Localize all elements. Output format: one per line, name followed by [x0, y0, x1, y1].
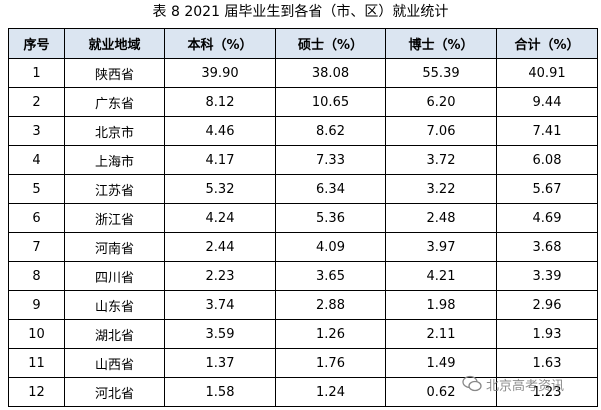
table-cell: 2.48: [385, 203, 497, 233]
table-cell: 3.22: [385, 174, 497, 204]
table-cell: 40.91: [496, 58, 598, 88]
table-cell: 4.46: [164, 116, 276, 146]
table-cell: 3.72: [385, 145, 497, 175]
table-cell: 湖北省: [64, 319, 165, 349]
table-cell: 山东省: [64, 290, 165, 320]
table-cell: 河南省: [64, 232, 165, 262]
table-cell: 北京市: [64, 116, 165, 146]
table-cell: 4.24: [164, 203, 276, 233]
table-cell: 12: [8, 377, 65, 407]
table-cell: 6.20: [385, 87, 497, 117]
table-cell: 3.97: [385, 232, 497, 262]
table-cell: 4: [8, 145, 65, 175]
table-cell: 1: [8, 58, 65, 88]
table-cell: 5: [8, 174, 65, 204]
table-cell: 3: [8, 116, 65, 146]
header-cell: 就业地域: [64, 28, 165, 59]
table-cell: 55.39: [385, 58, 497, 88]
table-row: 2 广东省 8.12 10.65 6.20 9.44: [8, 87, 598, 117]
table-cell: 5.32: [164, 174, 276, 204]
table-cell: 8.12: [164, 87, 276, 117]
table-cell: 3.59: [164, 319, 276, 349]
table-cell: 38.08: [275, 58, 386, 88]
table-cell: 1.24: [275, 377, 386, 407]
table-cell: 4.21: [385, 261, 497, 291]
table-cell: 2: [8, 87, 65, 117]
table-cell: 8.62: [275, 116, 386, 146]
table-row: 4 上海市 4.17 7.33 3.72 6.08: [8, 145, 598, 175]
table-row: 3 北京市 4.46 8.62 7.06 7.41: [8, 116, 598, 146]
header-cell: 博士（%）: [385, 28, 497, 59]
table-title: 表 8 2021 届毕业生到各省（市、区）就业统计: [152, 4, 449, 20]
table-row: 6 浙江省 4.24 5.36 2.48 4.69: [8, 203, 598, 233]
table-cell: 3.68: [496, 232, 598, 262]
table-cell: 1.23: [496, 377, 598, 407]
table-row: 11 山西省 1.37 1.76 1.49 1.63: [8, 348, 598, 378]
table-row: 12 河北省 1.58 1.24 0.62 1.23: [8, 377, 598, 407]
table-row: 5 江苏省 5.32 6.34 3.22 5.67: [8, 174, 598, 204]
table-cell: 3.39: [496, 261, 598, 291]
table-cell: 3.74: [164, 290, 276, 320]
table-cell: 2.44: [164, 232, 276, 262]
table-cell: 5.36: [275, 203, 386, 233]
wechat-icon: [462, 375, 482, 392]
table-cell: 2.88: [275, 290, 386, 320]
table-cell: 7.06: [385, 116, 497, 146]
header-cell: 本科（%）: [164, 28, 276, 59]
table-cell: 1.98: [385, 290, 497, 320]
table-cell: 6.34: [275, 174, 386, 204]
table-row: 8 四川省 2.23 3.65 4.21 3.39: [8, 261, 598, 291]
table-cell: 河北省: [64, 377, 165, 407]
table-cell: 10.65: [275, 87, 386, 117]
table-cell: 1.63: [496, 348, 598, 378]
header-cell: 合计（%）: [496, 28, 598, 59]
table-cell: 10: [8, 319, 65, 349]
table-cell: 1.37: [164, 348, 276, 378]
table-cell: 1.58: [164, 377, 276, 407]
table-cell: 5.67: [496, 174, 598, 204]
table-cell: 8: [8, 261, 65, 291]
table-cell: 11: [8, 348, 65, 378]
table-row: 1 陕西省 39.90 38.08 55.39 40.91: [8, 58, 598, 88]
table-row: 10 湖北省 3.59 1.26 2.11 1.93: [8, 319, 598, 349]
table-body: 1 陕西省 39.90 38.08 55.39 40.91 2 广东省 8.12 10.65 6.2…: [8, 58, 598, 407]
watermark: 北京高考资讯: [462, 372, 564, 396]
table-cell: 陕西省: [64, 58, 165, 88]
table-cell: 1.76: [275, 348, 386, 378]
table-cell: 4.17: [164, 145, 276, 175]
table-cell: 2.23: [164, 261, 276, 291]
header-cell: 序号: [8, 28, 65, 59]
table-cell: 1.93: [496, 319, 598, 349]
table-cell: 四川省: [64, 261, 165, 291]
table-cell: 4.09: [275, 232, 386, 262]
table-cell: 7: [8, 232, 65, 262]
table-cell: 39.90: [164, 58, 276, 88]
table-cell: 7.33: [275, 145, 386, 175]
table-cell: 山西省: [64, 348, 165, 378]
table-cell: 3.65: [275, 261, 386, 291]
header-cell: 硕士（%）: [275, 28, 386, 59]
watermark-text: 北京高考资讯: [486, 378, 565, 394]
table-cell: 6.08: [496, 145, 598, 175]
table-row: 7 河南省 2.44 4.09 3.97 3.68: [8, 232, 598, 262]
table-cell: 9: [8, 290, 65, 320]
table-cell: 上海市: [64, 145, 165, 175]
table-cell: 浙江省: [64, 203, 165, 233]
data-table: 序号 就业地域 本科（%） 硕士（%） 博士（%） 合计（%） 1 陕西省 39.90 38.0…: [8, 28, 598, 407]
table-cell: 4.69: [496, 203, 598, 233]
table-cell: 2.96: [496, 290, 598, 320]
table-row: 9 山东省 3.74 2.88 1.98 2.96: [8, 290, 598, 320]
table-cell: 6: [8, 203, 65, 233]
table-cell: 1.26: [275, 319, 386, 349]
table-cell: 2.11: [385, 319, 497, 349]
table-cell: 9.44: [496, 87, 598, 117]
table-cell: 7.41: [496, 116, 598, 146]
header-row: 序号 就业地域 本科（%） 硕士（%） 博士（%） 合计（%）: [8, 28, 598, 59]
table-cell: 江苏省: [64, 174, 165, 204]
table-cell: 广东省: [64, 87, 165, 117]
